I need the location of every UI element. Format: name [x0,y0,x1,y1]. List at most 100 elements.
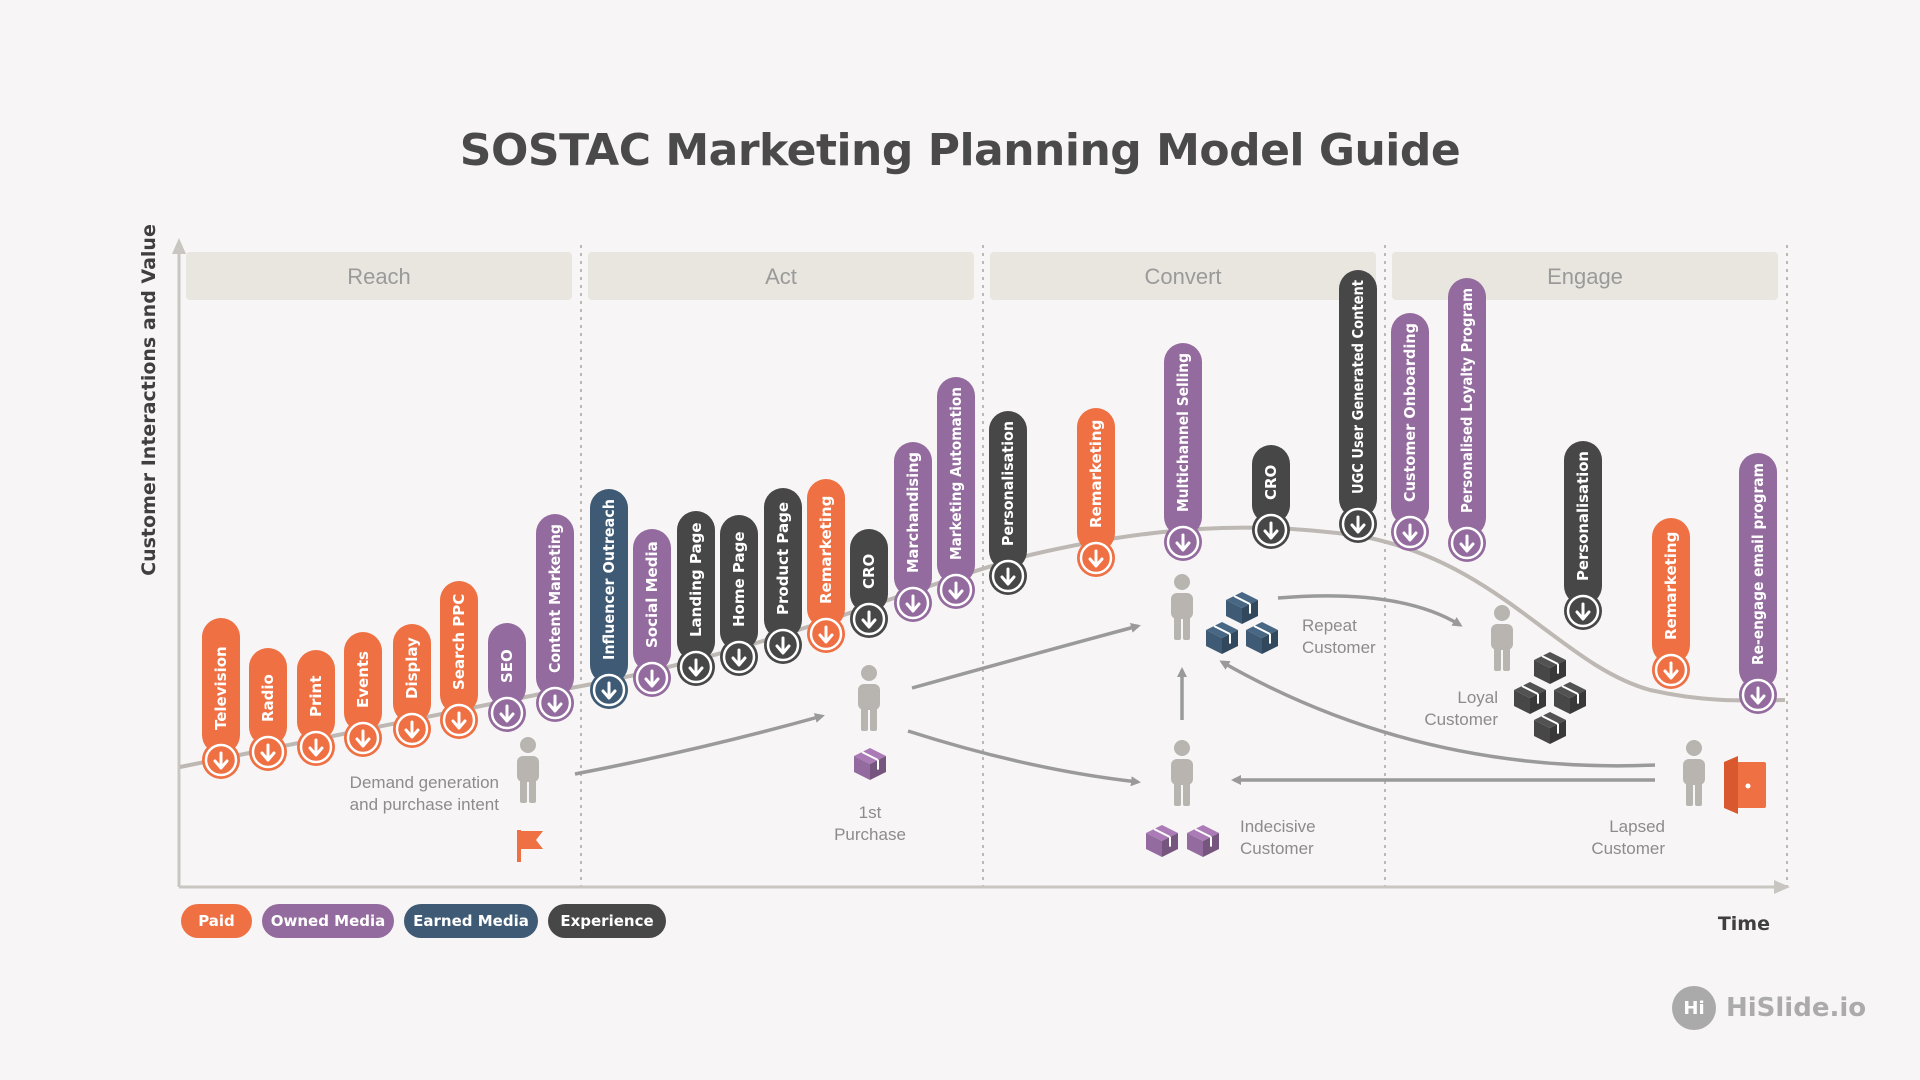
touchpoint-label: Influencer Outreach [600,499,618,660]
person-first-icon [858,665,880,731]
touchpoint-remarketing-25: Remarketing [1652,518,1690,689]
down-arrow-icon [499,704,515,723]
touchpoint-pill-body [1077,408,1115,552]
touchpoint-pill-body [590,489,628,684]
phase-headers: Reach Act Convert Engage [186,252,1778,300]
y-axis-arrow-icon [172,238,186,254]
touchpoint-pill-body [440,581,478,714]
touchpoint-personalisation-17: Personalisation [989,411,1027,595]
box-indecisive-2-icon [1187,825,1219,857]
touchpoint-pill-body [1564,441,1602,605]
touchpoint-ring [251,735,285,769]
phase-convert-bg [990,252,1376,300]
down-arrow-icon [404,720,420,739]
phase-engage: Engage [1392,252,1778,300]
down-arrow-icon [355,729,371,748]
touchpoint-label: CRO [1262,465,1280,500]
touchpoint-label: Remarketing [1087,420,1105,528]
touchpoint-ring [346,721,380,755]
touchpoint-personalisation-24: Personalisation [1564,441,1602,630]
touchpoint-label: Home Page [730,531,748,627]
brand-logo: Hi HiSlide.io [1672,986,1866,1030]
down-arrow-icon [818,625,834,644]
touchpoint-home-page-11: Home Page [720,515,758,676]
touchpoint-label: Television [212,646,230,730]
touchpoint-ring [1341,507,1375,541]
touchpoint-pill-body [344,632,382,732]
touchpoint-pill-body [1252,445,1290,524]
legend-item-owned-media: Owned Media [262,904,394,938]
axes: Customer Interactions and Value Time [138,224,1790,935]
down-arrow-icon [1263,521,1279,540]
touchpoints: Television Radio Print Events Display Search … [202,270,1777,779]
legend-item-experience: Experience [548,904,666,938]
touchpoint-remarketing-13: Remarketing [807,479,845,653]
touchpoint-label: CRO [860,554,878,589]
first-purchase-label-line1: 1st [859,803,882,822]
phase-engage-label: Engage [1547,264,1623,289]
down-arrow-icon [213,751,229,770]
phase-reach-label: Reach [347,264,411,289]
phase-act: Act [588,252,974,300]
customer-labels: Demand generation and purchase intent 1s… [350,616,1666,858]
touchpoint-multichannel-selling-19: Multichannel Selling [1164,343,1202,561]
arrow-first-to-indecisive [907,729,1141,787]
person-loyal-icon [1491,605,1513,671]
x-axis-label: Time [1718,913,1770,935]
phase-engage-bg [1392,252,1778,300]
page-title: SOSTAC Marketing Planning Model Guide [459,125,1461,176]
touchpoint-ring [809,617,843,651]
touchpoint-label: Search PPC [450,594,468,690]
indecisive-label-line1: Indecisive [1240,817,1316,836]
y-axis-label: Customer Interactions and Value [138,224,160,576]
touchpoint-pill-body [764,488,802,639]
touchpoint-pill-body [894,442,932,597]
touchpoint-label: UGC User Generated Content [1349,280,1367,494]
touchpoint-remarketing-18: Remarketing [1077,408,1115,577]
box-loyal-right-icon [1554,682,1586,714]
box-repeat-right-icon [1246,622,1278,654]
touchpoint-personalised-loyalty-program-23: Personalised Loyalty Program [1448,278,1486,562]
touchpoint-ring [896,586,930,620]
down-arrow-icon [861,610,877,629]
down-arrow-icon [308,738,324,757]
touchpoint-ring [635,661,669,695]
down-arrow-icon [948,581,964,600]
touchpoint-label: Display [403,637,421,699]
flow-arrows [574,594,1656,787]
legend: Paid Owned Media Earned Media Experience [181,904,666,938]
touchpoint-pill-body [720,515,758,651]
box-loyal-bottom-icon [1534,712,1566,744]
touchpoint-ring [1450,526,1484,560]
box-groups [854,592,1586,857]
touchpoint-label: Radio [259,674,277,722]
lapsed-label-line1: Lapsed [1609,817,1665,836]
touchpoint-marchandising-15: Marchandising [894,442,932,622]
down-arrow-icon [688,658,704,677]
legend-item-paid: Paid [181,904,252,938]
touchpoint-ring [852,602,886,636]
touchpoint-pill-body [1391,313,1429,526]
touchpoint-pill-body [393,624,431,723]
touchpoint-label: Personalised Loyalty Program [1458,288,1476,513]
touchpoint-label: Personalisation [999,421,1017,546]
touchpoint-influencer-outreach-8: Influencer Outreach [590,489,628,709]
down-arrow-icon [1000,567,1016,586]
box-first-purchase-icon [854,748,886,780]
touchpoint-ring [939,573,973,607]
touchpoint-pill-body [249,648,287,746]
touchpoint-ring [766,628,800,662]
touchpoint-label: Marketing Automation [947,387,965,560]
touchpoint-pill-body [989,411,1027,570]
touchpoint-label: Social Media [643,541,661,648]
touchpoint-label: Events [354,651,372,708]
demand-label-line1: Demand generation [350,773,499,792]
touchpoint-label: Marchandising [904,452,922,573]
touchpoint-product-page-12: Product Page [764,488,802,664]
first-purchase-label-line2: Purchase [834,825,906,844]
touchpoint-pill-body [1164,343,1202,536]
person-repeat-icon [1171,574,1193,640]
phase-act-bg [588,252,974,300]
